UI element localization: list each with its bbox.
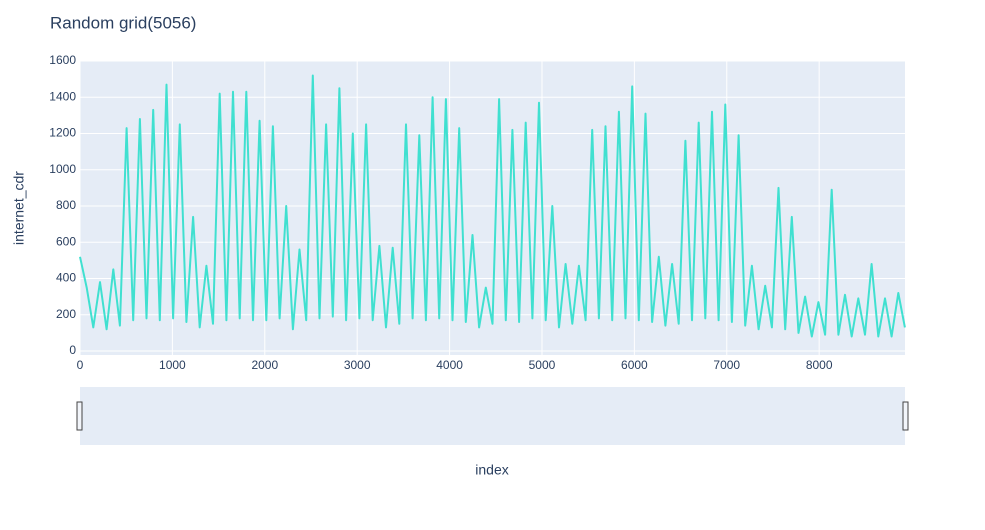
x-tick-label: 7000 — [713, 358, 740, 372]
y-tick-label: 0 — [69, 343, 76, 357]
range-handle-left[interactable] — [76, 401, 83, 431]
data-line — [79, 74, 906, 338]
range-handle-right[interactable] — [902, 401, 909, 431]
x-tick-label: 6000 — [621, 358, 648, 372]
x-tick-label: 2000 — [251, 358, 278, 372]
x-tick-label: 1000 — [159, 358, 186, 372]
x-tick-label: 8000 — [806, 358, 833, 372]
y-axis-label: internet_cdr — [11, 171, 27, 245]
x-tick-label: 4000 — [436, 358, 463, 372]
range-slider[interactable] — [80, 387, 905, 445]
y-tick-label: 1200 — [49, 126, 76, 140]
x-tick-label: 0 — [77, 358, 84, 372]
chart-title: Random grid(5056) — [50, 13, 196, 32]
y-tick-label: 400 — [56, 271, 76, 285]
y-tick-label: 800 — [56, 198, 76, 212]
y-tick-label: 1600 — [49, 53, 76, 67]
y-tick-label: 1000 — [49, 162, 76, 176]
x-tick-label: 5000 — [529, 358, 556, 372]
x-tick-label: 3000 — [344, 358, 371, 372]
x-axis-label: index — [475, 462, 508, 478]
y-tick-label: 200 — [56, 307, 76, 321]
y-tick-label: 1400 — [49, 89, 76, 103]
y-tick-label: 600 — [56, 234, 76, 248]
